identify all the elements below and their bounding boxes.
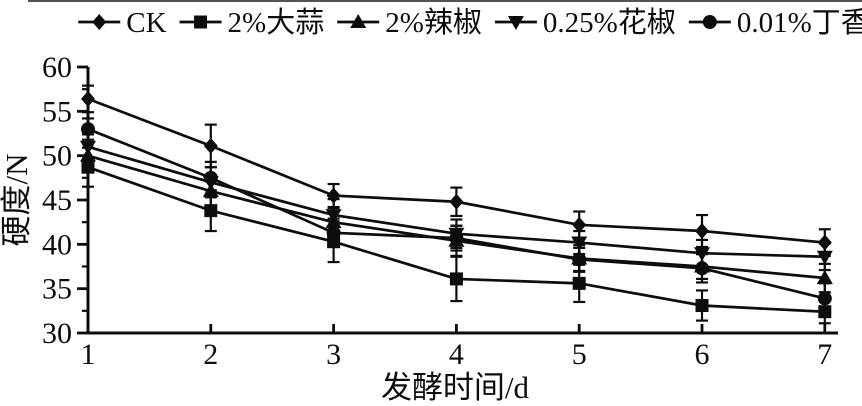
data-point-marker-square xyxy=(572,276,586,290)
y-tick-label: 60 xyxy=(42,51,72,84)
data-point-marker-square xyxy=(695,299,709,313)
data-point-marker-circle xyxy=(81,122,95,137)
data-point-marker-square xyxy=(194,15,208,29)
data-point-marker-circle xyxy=(572,252,587,267)
y-tick-label: 45 xyxy=(42,184,72,217)
y-tick-label: 40 xyxy=(42,228,72,261)
legend-label: 2%辣椒 xyxy=(385,6,482,39)
legend-label: 0.25%花椒 xyxy=(543,6,676,39)
x-tick-label: 2 xyxy=(203,338,218,371)
y-tick-label: 55 xyxy=(42,95,72,128)
legend-label: CK xyxy=(126,7,166,39)
legend-item-2%大蒜: 2%大蒜 xyxy=(179,6,325,39)
data-point-marker-triangle-up xyxy=(350,14,367,28)
data-point-marker-diamond xyxy=(572,216,587,233)
x-tick-label: 4 xyxy=(449,338,464,371)
data-point-marker-triangle-down xyxy=(816,250,833,265)
data-point-marker-circle xyxy=(702,15,717,29)
data-point-marker-diamond xyxy=(449,193,464,210)
data-point-marker-triangle-down xyxy=(325,209,342,224)
data-point-marker-circle xyxy=(326,225,341,240)
legend-item-0.01%丁香: 0.01%丁香 xyxy=(688,6,862,39)
data-point-marker-diamond xyxy=(695,223,709,240)
x-tick-label: 6 xyxy=(695,338,710,371)
data-point-marker-circle xyxy=(449,231,464,246)
data-point-marker-diamond xyxy=(203,137,218,154)
x-tick-label: 5 xyxy=(572,338,587,371)
chart-legend: CK 2%大蒜 2%辣椒 0.25%花椒 0.01%丁香 xyxy=(78,6,862,39)
series-layer xyxy=(80,84,833,325)
x-axis-title: 发酵时间/d xyxy=(381,370,530,405)
data-point-marker-triangle-down xyxy=(507,16,524,30)
data-point-marker-triangle-down xyxy=(80,140,96,155)
y-tick-label: 30 xyxy=(42,317,72,350)
legend-item-CK: CK xyxy=(78,7,167,39)
data-point-marker-circle xyxy=(817,291,832,306)
y-axis-title: 硬度/N xyxy=(0,154,34,247)
data-point-marker-square xyxy=(449,272,463,286)
data-point-marker-triangle-down xyxy=(571,236,588,251)
x-tick-label: 7 xyxy=(817,338,832,371)
y-tick-label: 35 xyxy=(42,273,72,306)
legend-label: 0.01%丁香 xyxy=(737,6,862,39)
data-point-marker-circle xyxy=(203,170,218,185)
data-point-marker-circle xyxy=(695,261,709,276)
legend-label: 2%大蒜 xyxy=(228,6,325,39)
legend-item-2%辣椒: 2%辣椒 xyxy=(337,6,482,39)
y-tick-label: 50 xyxy=(42,140,72,173)
x-tick-label: 1 xyxy=(81,338,96,371)
legend-item-0.25%花椒: 0.25%花椒 xyxy=(494,6,676,39)
x-tick-label: 3 xyxy=(326,338,341,371)
data-point-marker-triangle-up xyxy=(816,270,833,285)
scan-artifact-top xyxy=(28,0,862,2)
series-0.01%丁香 xyxy=(81,117,832,315)
data-point-marker-diamond xyxy=(81,90,95,107)
data-point-marker-diamond xyxy=(92,14,107,30)
